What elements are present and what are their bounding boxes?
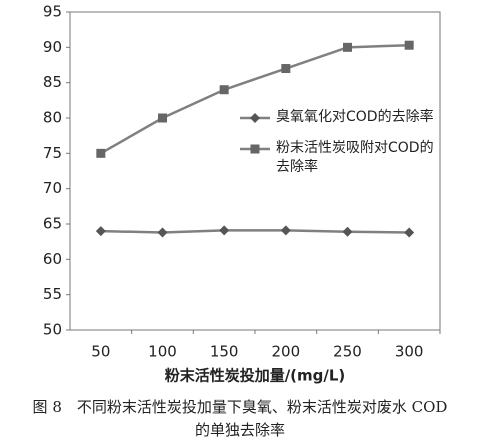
legend: 臭氧氧化对COD的去除率粉末活性炭吸附对COD的去除率 xyxy=(238,108,443,189)
legend-marker xyxy=(250,144,260,154)
y-tick-label: 50 xyxy=(43,321,62,339)
y-tick-label: 75 xyxy=(43,144,62,162)
data-point xyxy=(219,225,230,236)
data-point xyxy=(158,113,167,123)
legend-item: 粉末活性炭吸附对COD的去除率 xyxy=(238,139,443,177)
data-point xyxy=(404,40,414,50)
data-point xyxy=(342,226,353,237)
legend-swatch xyxy=(240,113,270,123)
x-tick-label: 100 xyxy=(148,343,177,361)
y-tick-label: 85 xyxy=(43,73,62,91)
legend-marker xyxy=(250,113,260,123)
legend-label: 粉末活性炭吸附对COD的去除率 xyxy=(276,140,434,175)
y-tick-label: 80 xyxy=(43,109,62,127)
series-line xyxy=(100,229,410,234)
x-tick-label: 250 xyxy=(333,343,362,361)
y-tick-label: 65 xyxy=(43,215,62,233)
legend-item: 臭氧氧化对COD的去除率 xyxy=(238,108,443,127)
y-tick-label: 95 xyxy=(43,3,62,21)
data-point xyxy=(404,227,415,238)
data-point xyxy=(157,227,168,238)
x-tick-label: 50 xyxy=(91,343,110,361)
series-line xyxy=(100,43,410,155)
legend-label: 臭氧氧化对COD的去除率 xyxy=(276,109,434,125)
data-point xyxy=(96,148,106,158)
legend-swatch xyxy=(240,144,270,154)
y-tick-label: 70 xyxy=(43,179,62,197)
data-point xyxy=(281,64,291,74)
x-tick-label: 300 xyxy=(395,343,424,361)
x-tick-label: 150 xyxy=(210,343,239,361)
data-point xyxy=(95,226,106,237)
caption: 图 8 不同粉末活性炭投加量下臭氧、粉末活性炭对废水 COD 的单独去除率 xyxy=(32,398,448,439)
data-point xyxy=(219,85,229,95)
data-point xyxy=(343,42,352,52)
x-axis-label: 粉末活性炭投加量/(mg/L) xyxy=(165,367,346,385)
x-tick-label: 200 xyxy=(272,343,301,361)
data-point xyxy=(280,225,291,236)
y-tick-label: 90 xyxy=(43,38,62,56)
y-tick-label: 55 xyxy=(43,285,62,303)
y-tick-label: 60 xyxy=(43,250,62,268)
